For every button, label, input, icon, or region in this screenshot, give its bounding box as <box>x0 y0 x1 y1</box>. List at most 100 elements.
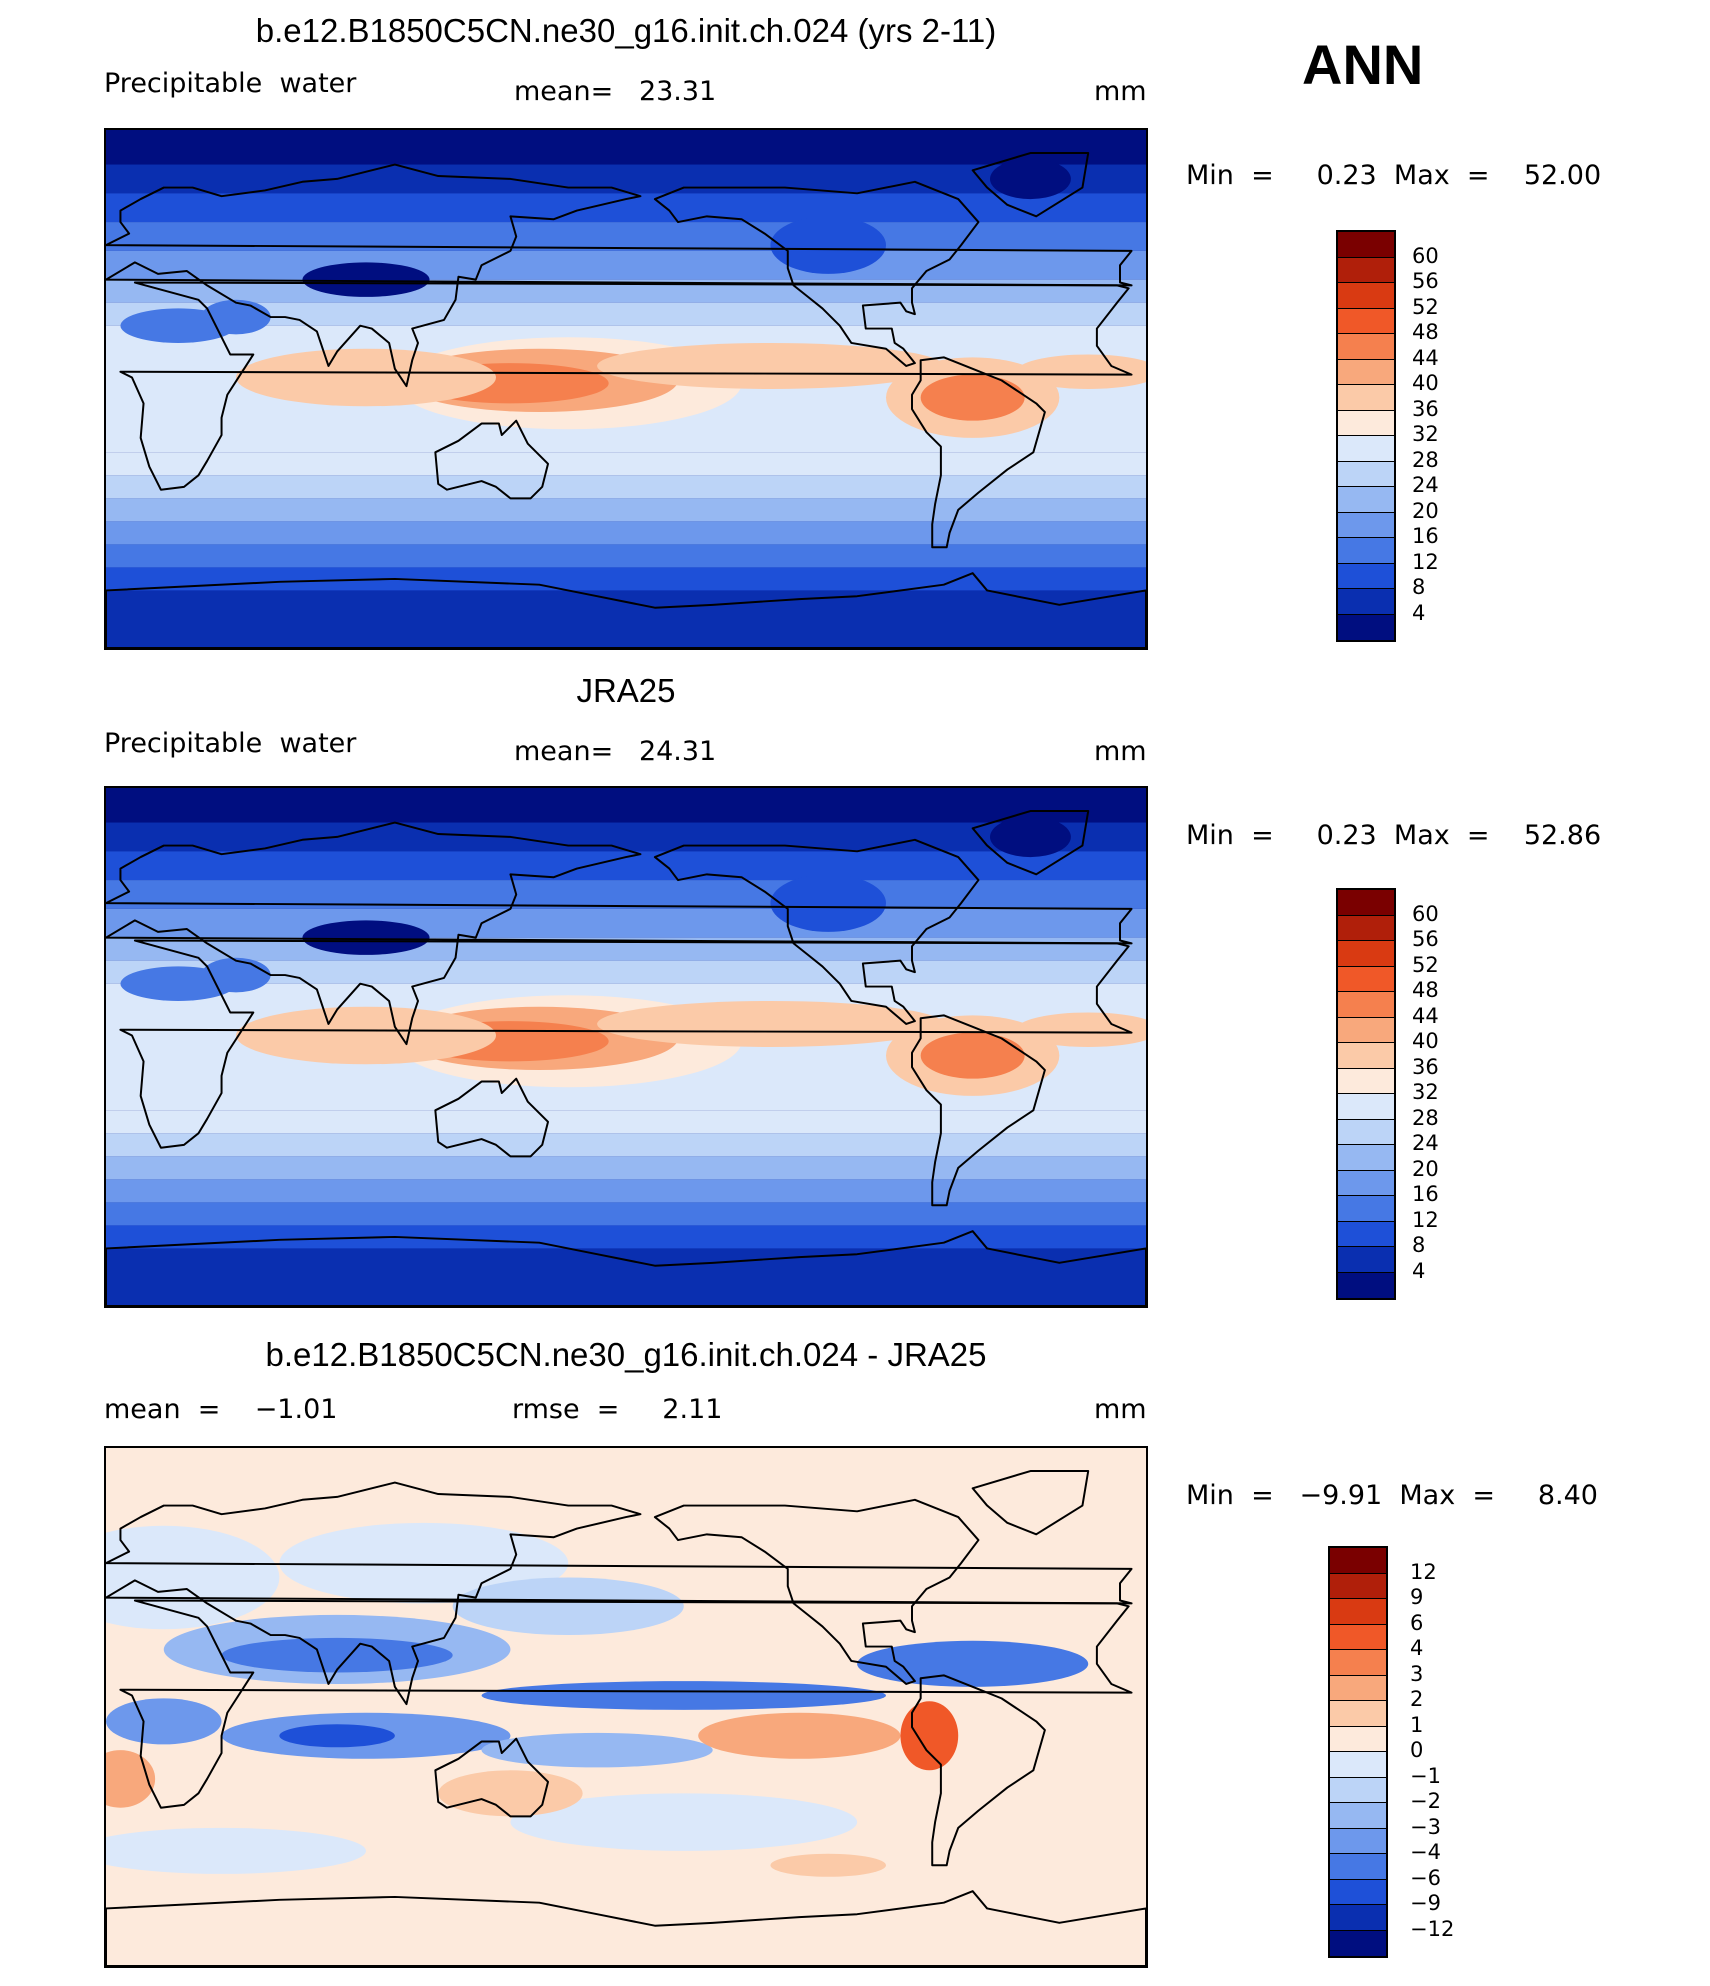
colorbar-swatch <box>1338 966 1394 992</box>
coastline <box>106 163 1133 388</box>
colorbar-swatch <box>1338 915 1394 941</box>
coastline <box>653 838 980 1025</box>
colorbar-level-label: 4 <box>1410 1636 1424 1660</box>
colorbar-swatch <box>1330 1777 1386 1803</box>
colorbar-level-label: 12 <box>1410 1559 1437 1584</box>
colorbar-swatch <box>1330 1650 1386 1676</box>
colorbar-swatch <box>1330 1905 1386 1931</box>
panel-2-minmax: Min = 0.23 Max = 52.86 <box>1186 820 1602 851</box>
panel-1-title: b.e12.B1850C5CN.ne30_g16.init.ch.024 (yr… <box>255 12 997 49</box>
colorbar-swatch <box>1330 1599 1386 1625</box>
colorbar-swatch <box>1330 1573 1386 1599</box>
coastline <box>971 810 1090 876</box>
panel-1-colorbar <box>1336 230 1396 642</box>
colorbar-level-label: 20 <box>1412 498 1439 523</box>
colorbar-level-label: 52 <box>1412 952 1439 977</box>
colorbar-swatch <box>1338 512 1394 538</box>
colorbar-swatch <box>1338 283 1394 309</box>
colorbar-swatch <box>1338 941 1394 967</box>
coastline <box>106 1481 1133 1706</box>
panel-2-units: mm <box>1094 736 1147 767</box>
panel-2-field-label: Precipitable water <box>104 728 357 759</box>
coastline <box>971 152 1090 218</box>
colorbar-swatch <box>1338 992 1394 1018</box>
colorbar-swatch <box>1330 1548 1386 1574</box>
colorbar-level-label: 0 <box>1410 1738 1424 1762</box>
colorbar-swatch <box>1338 436 1394 462</box>
colorbar-swatch <box>1338 563 1394 589</box>
colorbar-level-label: 16 <box>1412 524 1439 548</box>
colorbar-swatch <box>1338 308 1394 334</box>
colorbar-level-label: 48 <box>1412 978 1439 1002</box>
colorbar-swatch <box>1338 614 1394 640</box>
panel-3-minmax: Min = −9.91 Max = 8.40 <box>1186 1480 1598 1511</box>
colorbar-level-label: 12 <box>1412 1207 1439 1232</box>
colorbar-level-label: 1 <box>1410 1712 1424 1737</box>
colorbar-level-label: 4 <box>1412 600 1426 625</box>
colorbar-level-label: 40 <box>1412 371 1439 395</box>
colorbar-level-label: 40 <box>1412 1029 1439 1053</box>
panel-1-units: mm <box>1094 76 1147 107</box>
panel-3-title: b.e12.B1850C5CN.ne30_g16.init.ch.024 - J… <box>265 1336 987 1373</box>
colorbar-level-label: 8 <box>1412 575 1426 599</box>
panel-3-map <box>104 1446 1148 1968</box>
coastline <box>911 356 1046 549</box>
coastline <box>119 1599 1133 1809</box>
panel-3-mean: mean = −1.01 <box>104 1394 338 1425</box>
colorbar-swatch <box>1330 1854 1386 1880</box>
coastline <box>106 572 1146 648</box>
colorbar-level-label: −6 <box>1410 1865 1441 1890</box>
colorbar-swatch <box>1338 410 1394 436</box>
panel-2-title: JRA25 <box>576 672 676 709</box>
colorbar-level-label: −2 <box>1410 1789 1441 1813</box>
panel-2-mean: mean= 24.31 <box>514 736 717 767</box>
panel-1-map <box>104 128 1148 650</box>
colorbar-swatch <box>1338 589 1394 615</box>
panel-1-mean: mean= 23.31 <box>514 76 717 107</box>
colorbar-swatch <box>1330 1701 1386 1727</box>
colorbar-level-label: 44 <box>1412 1003 1439 1028</box>
colorbar-level-label: 32 <box>1412 422 1439 446</box>
panel-2-colorbar <box>1336 888 1396 1300</box>
panel-1-field-label: Precipitable water <box>104 68 357 99</box>
colorbar-level-label: 2 <box>1410 1687 1424 1711</box>
colorbar-level-label: 12 <box>1412 549 1439 574</box>
colorbar-swatch <box>1330 1624 1386 1650</box>
panel-3-units: mm <box>1094 1394 1147 1425</box>
colorbar-swatch <box>1338 1043 1394 1069</box>
coastline <box>653 180 980 367</box>
coastline <box>434 1077 549 1158</box>
colorbar-swatch <box>1338 1119 1394 1145</box>
colorbar-swatch <box>1330 1752 1386 1778</box>
colorbar-level-label: 44 <box>1412 345 1439 370</box>
colorbar-level-label: 56 <box>1412 269 1439 293</box>
colorbar-level-label: 36 <box>1412 1054 1439 1079</box>
coastline <box>911 1014 1046 1207</box>
colorbar-level-label: 4 <box>1412 1258 1426 1283</box>
colorbar-level-label: 9 <box>1410 1585 1424 1609</box>
colorbar-swatch <box>1338 1094 1394 1120</box>
season-label: ANN <box>1302 33 1424 96</box>
colorbar-swatch <box>1330 1879 1386 1905</box>
colorbar-level-label: 36 <box>1412 396 1439 421</box>
panel-3-colorbar <box>1328 1546 1388 1958</box>
colorbar-level-label: −12 <box>1410 1916 1455 1941</box>
colorbar-level-label: 8 <box>1412 1233 1426 1257</box>
panel-2-map <box>104 786 1148 1308</box>
colorbar-swatch <box>1338 1068 1394 1094</box>
colorbar-level-label: 28 <box>1412 447 1439 472</box>
colorbar-swatch <box>1330 1803 1386 1829</box>
colorbar-level-label: 6 <box>1410 1610 1424 1635</box>
coastline <box>119 939 1133 1149</box>
coastline <box>119 281 1133 491</box>
colorbar-swatch <box>1330 1930 1386 1956</box>
colorbar-swatch <box>1330 1675 1386 1701</box>
colorbar-swatch <box>1338 385 1394 411</box>
colorbar-swatch <box>1338 1221 1394 1247</box>
coastline <box>434 1737 549 1818</box>
colorbar-swatch <box>1338 487 1394 513</box>
colorbar-level-label: 56 <box>1412 927 1439 951</box>
coastline <box>971 1470 1090 1536</box>
coastline <box>106 821 1133 1046</box>
colorbar-level-label: 52 <box>1412 294 1439 319</box>
